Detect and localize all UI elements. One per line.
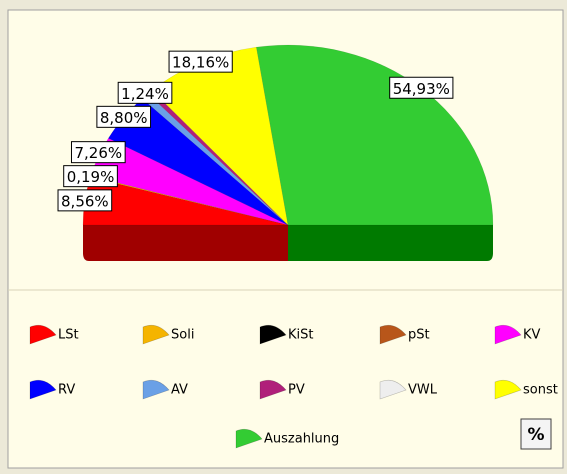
label-box bbox=[389, 76, 454, 99]
label-text: 18,16% bbox=[172, 54, 229, 72]
legend-swatch bbox=[259, 379, 287, 400]
legend-swatch bbox=[235, 428, 263, 449]
data-label: 8,56% bbox=[57, 189, 113, 212]
data-label: 18,16% bbox=[168, 50, 233, 73]
label-text: 8,56% bbox=[61, 192, 109, 210]
label-box bbox=[70, 141, 126, 164]
legend-swatch bbox=[494, 379, 522, 400]
legend-swatch bbox=[142, 379, 170, 400]
legend-swatch bbox=[142, 324, 170, 345]
data-label: 7,26% bbox=[70, 141, 126, 164]
legend-label: KiSt bbox=[288, 328, 314, 343]
percent-button[interactable]: % bbox=[520, 418, 552, 450]
legend-label: pSt bbox=[408, 328, 430, 343]
legend-label: LSt bbox=[58, 328, 79, 343]
legend-label: sonst bbox=[523, 383, 558, 398]
label-box bbox=[96, 105, 152, 128]
legend-swatch bbox=[494, 324, 522, 345]
legend-swatch bbox=[379, 379, 407, 400]
legend-label: AV bbox=[171, 383, 188, 398]
label-text: 0,19% bbox=[67, 168, 115, 186]
legend-swatch bbox=[379, 324, 407, 345]
button-box[interactable] bbox=[520, 418, 552, 450]
data-label: 8,80% bbox=[96, 105, 152, 128]
label-box bbox=[57, 189, 113, 212]
label-text: 1,24% bbox=[121, 85, 169, 103]
data-label: 0,19% bbox=[63, 165, 118, 188]
legend-swatch bbox=[29, 324, 57, 345]
legend-swatch bbox=[29, 379, 57, 400]
slice-side bbox=[288, 225, 493, 261]
label-box bbox=[168, 50, 233, 73]
legend-label: RV bbox=[58, 383, 75, 398]
label-box bbox=[117, 81, 173, 104]
slice-side bbox=[83, 225, 288, 261]
slice bbox=[151, 90, 288, 226]
data-label: 54,93% bbox=[389, 76, 454, 99]
legend-label: PV bbox=[288, 383, 305, 398]
label-box bbox=[63, 165, 118, 188]
legend-swatch bbox=[259, 324, 287, 345]
button-label[interactable]: % bbox=[527, 425, 544, 445]
legend-label: VWL bbox=[408, 383, 438, 398]
legend-label: Soli bbox=[171, 328, 194, 343]
legend-label: KV bbox=[523, 328, 541, 343]
label-text: 8,80% bbox=[100, 109, 148, 127]
label-text: 54,93% bbox=[393, 80, 450, 98]
legend-label: Auszahlung bbox=[264, 432, 339, 447]
label-text: 7,26% bbox=[74, 144, 122, 162]
data-label: 1,24% bbox=[117, 81, 173, 104]
